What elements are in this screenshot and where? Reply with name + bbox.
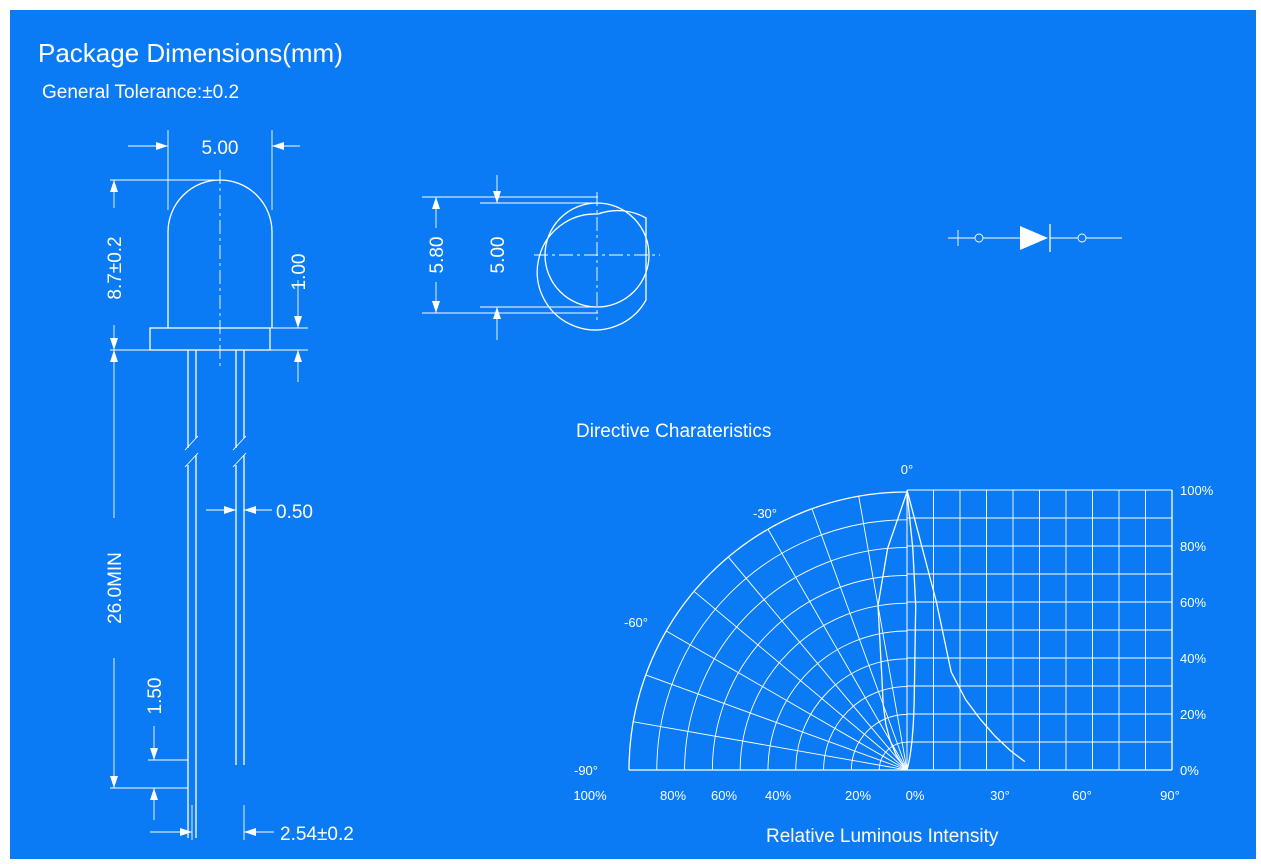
top-view-flange-outline bbox=[536, 209, 647, 331]
polar-arc-40 bbox=[795, 658, 908, 771]
polar-radial-10 bbox=[858, 496, 908, 771]
x-tick-label: 60% bbox=[711, 788, 737, 803]
intensity-curve-mirror bbox=[906, 491, 917, 771]
page-title: Package Dimensions(mm) bbox=[38, 38, 343, 68]
datasheet-panel: Package Dimensions(mm) General Tolerance… bbox=[10, 10, 1256, 859]
tolerance-note: General Tolerance:±0.2 bbox=[42, 82, 239, 103]
intensity-curve-polar bbox=[877, 491, 908, 771]
x-tick-label: 100% bbox=[573, 788, 607, 803]
polar-radial-60 bbox=[666, 630, 908, 771]
polar-arc-100 bbox=[628, 491, 908, 771]
polar-radial-80 bbox=[633, 721, 908, 771]
dim-top-lens-diameter-label: 5.00 bbox=[488, 237, 509, 274]
dim-flange-height: 1.00 bbox=[270, 254, 310, 382]
intensity-curve-rect bbox=[906, 489, 1026, 763]
dim-lead-width-label: 0.50 bbox=[276, 502, 313, 523]
polar-radial-70 bbox=[645, 674, 908, 771]
x-tick-label: 0% bbox=[906, 788, 925, 803]
chart-xlabel: Relative Luminous Intensity bbox=[766, 826, 999, 847]
led-side-view: 5.00 8.7±0.2 1.00 bbox=[105, 130, 354, 845]
dim-flange-diameter-label: 5.80 bbox=[427, 237, 448, 274]
dim-top-lens-diameter: 5.00 bbox=[480, 175, 595, 340]
dim-lens-diameter-label: 5.00 bbox=[202, 138, 239, 159]
chart-title: Directive Charateristics bbox=[576, 421, 771, 442]
drawing-canvas: Package Dimensions(mm) General Tolerance… bbox=[38, 38, 1214, 847]
x-tick-label: 90° bbox=[1160, 788, 1180, 803]
polar-arc-80 bbox=[684, 547, 908, 771]
led-lead-left bbox=[184, 350, 199, 838]
dim-lead-spacing-label: 2.54±0.2 bbox=[280, 824, 354, 845]
angle-label: -30° bbox=[753, 506, 777, 521]
y-tick-label: 20% bbox=[1180, 707, 1206, 722]
dim-lead-width: 0.50 bbox=[206, 502, 313, 523]
angle-label: 0° bbox=[901, 462, 913, 477]
directive-chart-curve bbox=[877, 489, 1026, 771]
dim-lens-height-label: 8.7±0.2 bbox=[105, 236, 126, 299]
dim-flange-diameter: 5.80 bbox=[422, 196, 598, 314]
dim-lead-offset-label: 1.50 bbox=[145, 678, 166, 715]
led-lead-right bbox=[232, 350, 247, 765]
dim-flange-height-label: 1.00 bbox=[289, 254, 310, 291]
dim-lead-length: 26.0MIN bbox=[105, 350, 188, 789]
x-tick-label: 30° bbox=[990, 788, 1010, 803]
x-tick-label: 80% bbox=[660, 788, 686, 803]
polar-radial-40 bbox=[727, 556, 908, 771]
x-tick-label: 40% bbox=[765, 788, 791, 803]
y-tick-label: 100% bbox=[1180, 483, 1214, 498]
polar-arc-30 bbox=[823, 686, 908, 771]
directive-chart-labels: 0° -30° -60° -90° 100% 80% 60% 40% 20% 0% 30° 60° 90… bbox=[573, 462, 1213, 803]
x-tick-label: 60° bbox=[1072, 788, 1092, 803]
y-tick-label: 0% bbox=[1180, 763, 1199, 778]
polar-arc-70 bbox=[711, 574, 908, 771]
dim-lead-spacing: 2.54±0.2 bbox=[150, 805, 354, 845]
directive-chart-grid bbox=[628, 489, 1173, 771]
y-tick-label: 40% bbox=[1180, 651, 1206, 666]
polar-arc-60 bbox=[739, 602, 908, 771]
x-tick-label: 20% bbox=[845, 788, 871, 803]
diode-symbol-icon bbox=[948, 224, 1122, 252]
dim-lens-height: 8.7±0.2 bbox=[105, 179, 220, 351]
polar-arc-20 bbox=[850, 713, 908, 771]
angle-label: -90° bbox=[574, 763, 598, 778]
angle-label: -60° bbox=[624, 615, 648, 630]
dim-lead-offset: 1.50 bbox=[145, 678, 188, 820]
led-top-view: 5.80 5.00 bbox=[422, 175, 660, 340]
dim-lead-length-label: 26.0MIN bbox=[105, 552, 126, 624]
polar-radial-30 bbox=[767, 529, 908, 771]
led-flange bbox=[149, 327, 271, 351]
y-tick-label: 80% bbox=[1180, 539, 1206, 554]
polar-radial-20 bbox=[811, 508, 908, 771]
polar-arc-50 bbox=[767, 630, 908, 771]
dim-lens-diameter: 5.00 bbox=[128, 130, 300, 210]
polar-arc-90 bbox=[656, 519, 908, 771]
polar-radial-50 bbox=[693, 590, 908, 771]
y-tick-label: 60% bbox=[1180, 595, 1206, 610]
polar-arc-10 bbox=[878, 741, 908, 771]
